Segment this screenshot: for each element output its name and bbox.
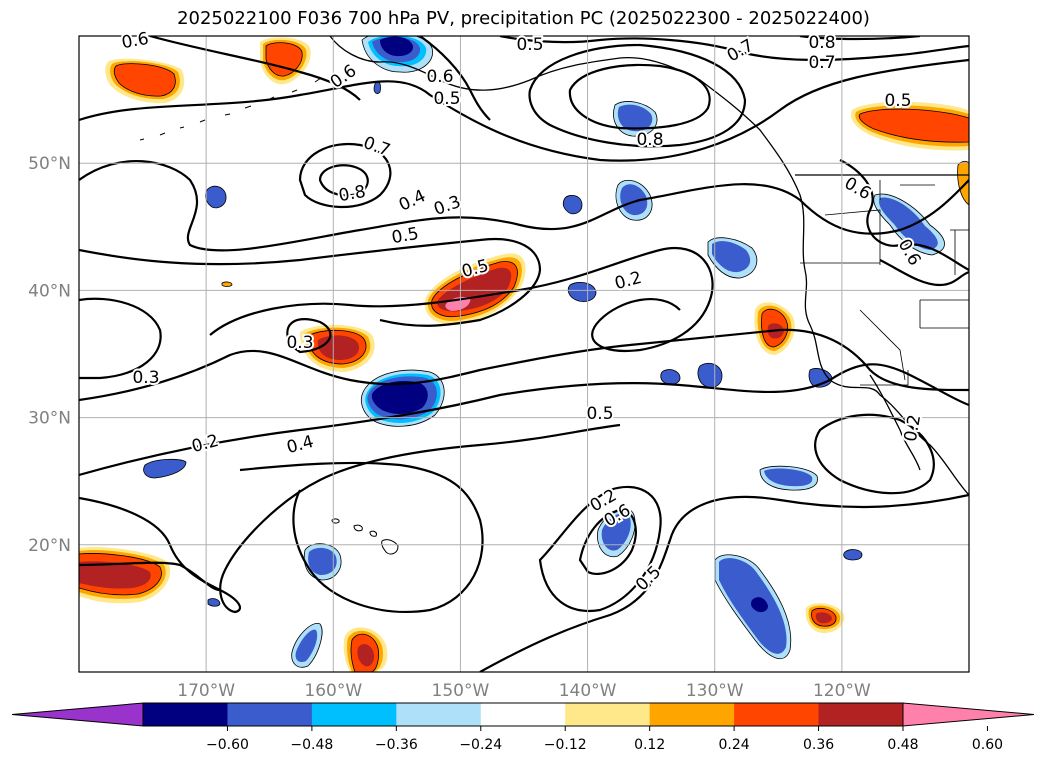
lat-tick-label: 40°N	[28, 281, 71, 301]
contour-line	[499, 36, 969, 62]
contour-line	[538, 485, 662, 612]
lon-tick-label: 150°W	[432, 681, 490, 701]
contour-line	[79, 160, 969, 252]
contour-label: 0.5	[586, 404, 613, 424]
lon-tick-label: 120°W	[813, 681, 871, 701]
map-frame	[78, 35, 970, 673]
coastlines	[329, 36, 969, 496]
blob-alaska-negative	[361, 36, 433, 73]
blob-gulf-alaska-negative	[613, 101, 658, 137]
blob-tiny-positive	[221, 281, 233, 287]
colorbar-segment	[734, 703, 820, 726]
blob-west-positive	[300, 324, 375, 372]
colorbar-segment	[480, 703, 566, 726]
axis-tick-labels: 50°N 40°N 30°N 20°N 170°W 160°W 150°W 140°W 130°…	[28, 154, 871, 701]
colorbar-tick-label: −0.12	[544, 737, 587, 753]
lat-tick-label: 30°N	[28, 409, 71, 429]
contour-line	[419, 36, 491, 121]
colorbar-tick-label: 0.60	[972, 737, 1003, 753]
colorbar-tick-label: −0.48	[290, 737, 333, 753]
chart-title: 2025022100 F036 700 hPa PV, precipitatio…	[177, 8, 870, 29]
lat-tick-label: 50°N	[28, 154, 71, 174]
blob-calif-positive	[754, 302, 795, 355]
lon-tick-label: 170°W	[177, 681, 235, 701]
colorbar-tick-label: −0.60	[206, 737, 249, 753]
state-border	[879, 180, 935, 200]
lon-tick-label: 160°W	[304, 681, 362, 701]
colorbar-tick-label: −0.36	[375, 737, 418, 753]
contour-line	[568, 63, 711, 130]
contour-line	[79, 561, 221, 592]
colorbar-segment	[649, 703, 735, 726]
contour-line	[149, 36, 361, 101]
blob-dateline-positive	[79, 547, 171, 604]
contour-label: 0.5	[516, 35, 543, 55]
contour-label: 0.3	[286, 333, 313, 353]
colorbar-extend-high	[902, 702, 1035, 727]
contour-line	[79, 58, 969, 162]
contour-line	[286, 318, 332, 354]
colorbar-segment	[143, 703, 228, 726]
colorbar: −0.60 −0.48 −0.36 −0.24 −0.12 0.12 0.24 0.36 0.4…	[11, 702, 1035, 753]
contour-label: 0.6	[120, 29, 150, 53]
state-border	[824, 209, 881, 265]
contour-label: 0.7	[808, 53, 835, 73]
contour-line	[209, 247, 714, 353]
contour-line	[79, 363, 969, 477]
blob-bering-positive	[105, 58, 185, 104]
contour-line	[814, 413, 935, 495]
aleutian-islets	[139, 77, 322, 141]
colorbar-segment	[396, 703, 482, 726]
colorbar-segment	[565, 703, 651, 726]
colorbar-tick-label: 0.12	[634, 737, 665, 753]
contour-line	[318, 164, 369, 197]
contour-line	[479, 493, 969, 672]
pv-contours	[79, 36, 969, 672]
contour-line	[879, 259, 969, 287]
contour-line	[239, 461, 484, 613]
lat-tick-label: 20°N	[28, 536, 71, 556]
blob-hawaii-south-positive	[343, 627, 388, 672]
contour-line	[79, 297, 162, 380]
contour-label: 0.6	[426, 67, 453, 87]
contour-line	[79, 328, 969, 402]
colorbar-segment	[311, 703, 397, 726]
blob-bc-coast-positive	[850, 101, 969, 206]
state-border	[919, 299, 969, 329]
contour-line	[839, 159, 969, 271]
colorbar-frame	[142, 702, 904, 727]
contour-label: 0.8	[636, 130, 663, 150]
colorbar-extend-low	[11, 702, 144, 727]
gridlines	[79, 36, 969, 672]
colorbar-segment	[818, 703, 904, 726]
contour-label: 0.8	[808, 33, 835, 53]
colorbar-tick-label: 0.24	[719, 737, 750, 753]
contour-label: 0.3	[132, 368, 159, 388]
contour-line	[528, 43, 747, 148]
lon-tick-label: 140°W	[559, 681, 617, 701]
colorbar-tick-label: 0.48	[887, 737, 918, 753]
lon-tick-label: 130°W	[686, 681, 744, 701]
colorbar-tick-label: 0.36	[803, 737, 834, 753]
contour-line	[578, 508, 637, 576]
contour-line	[799, 36, 921, 41]
contour-label: 0.5	[884, 91, 911, 111]
blob-small-negatives	[143, 81, 945, 668]
contour-line	[79, 237, 542, 327]
map-area	[79, 36, 969, 672]
contour-label: 0.5	[433, 89, 460, 109]
colorbar-segment	[227, 703, 313, 726]
blob-se-negative	[714, 554, 792, 660]
blob-se-positive	[805, 603, 845, 634]
coastline-north-america	[329, 36, 969, 496]
state-border	[950, 229, 969, 275]
state-border	[859, 309, 906, 381]
contour-line	[79, 423, 621, 614]
state-border	[860, 370, 909, 386]
coastline-baja	[869, 374, 921, 471]
colorbar-tick-label: −0.24	[459, 737, 502, 753]
